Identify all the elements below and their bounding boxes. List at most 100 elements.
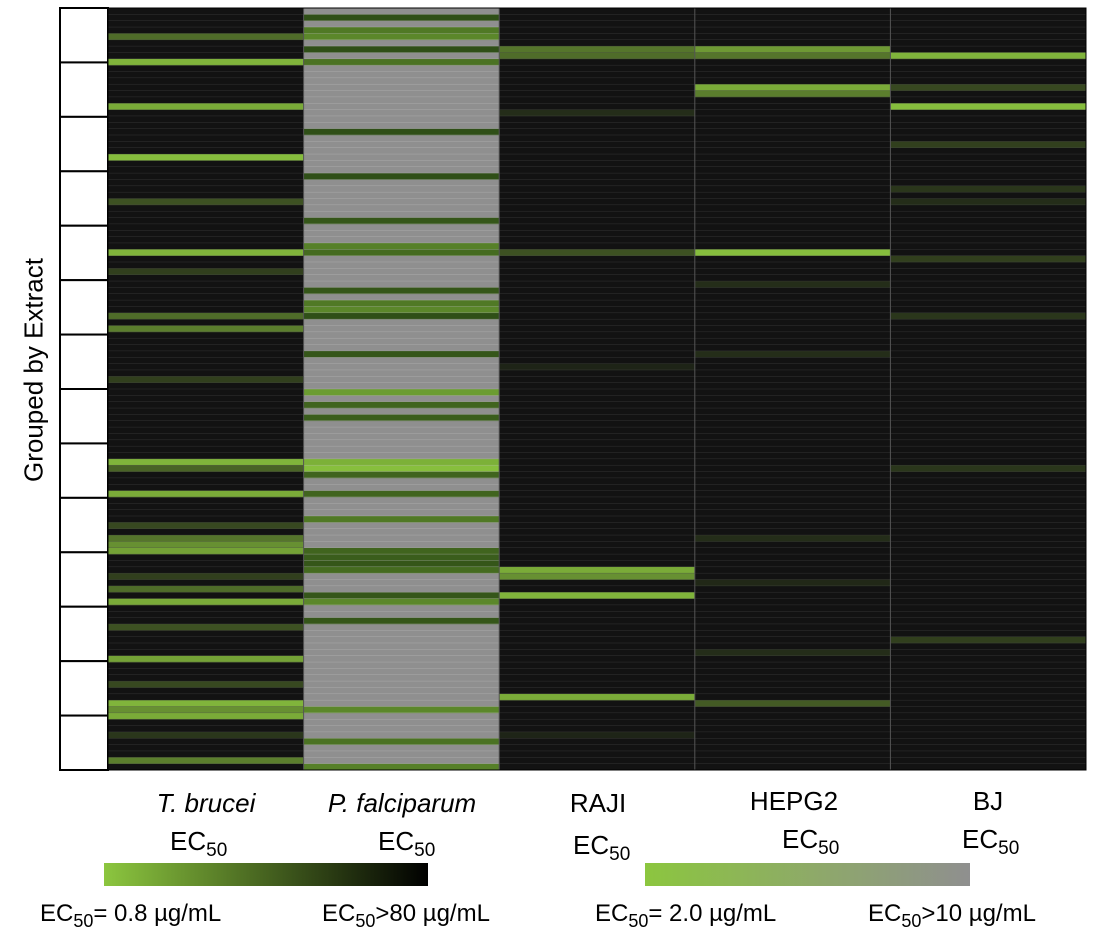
heatmap-cell	[499, 363, 695, 371]
heatmap-cell	[303, 312, 500, 320]
heatmap-cell	[108, 522, 304, 529]
legend-antiparasitic-high-label: EC50>80 µg/mL	[322, 900, 490, 931]
heatmap-cell	[694, 700, 891, 707]
heatmap-cell	[499, 46, 695, 53]
extract-group-box	[59, 224, 109, 282]
heatmap-cell	[890, 465, 1086, 472]
heatmap-cell	[108, 585, 304, 593]
heatmap-cell	[303, 128, 500, 136]
heatmap-cell	[694, 52, 891, 60]
heatmap-cell	[108, 541, 304, 549]
heatmap-cell	[694, 249, 891, 256]
heatmap-cell	[303, 490, 500, 498]
heatmap-cell	[890, 312, 1086, 320]
heatmap-cell	[303, 458, 500, 466]
heatmap-cell	[303, 242, 500, 250]
heatmap-cell	[499, 592, 695, 599]
heatmap-cell	[303, 566, 500, 574]
legend-cytotoxicity-low-label: EC50= 2.0 µg/mL	[595, 900, 777, 931]
heatmap-cell	[108, 490, 304, 498]
extract-group-box	[59, 7, 109, 64]
heatmap-cell	[303, 414, 500, 422]
heatmap-cell	[108, 376, 304, 383]
heatmap-cell	[108, 325, 304, 333]
heatmap-cell	[108, 757, 304, 764]
heatmap-cell	[108, 465, 304, 472]
heatmap-cell	[303, 401, 500, 409]
heatmap-cell	[303, 738, 500, 745]
heatmap-cell	[303, 471, 500, 479]
legend-antiparasitic-low-label: EC50= 0.8 µg/mL	[40, 900, 222, 931]
extract-group-box	[59, 551, 109, 608]
heatmap-cell	[108, 706, 304, 714]
legend-antiparasitic-gradient	[104, 863, 428, 886]
heatmap-cell	[890, 84, 1086, 91]
heatmap-cell	[499, 52, 695, 60]
heatmap-cell	[890, 198, 1086, 206]
extract-group-box	[59, 388, 109, 445]
heatmap-cell	[108, 535, 304, 542]
heatmap-cell	[108, 58, 304, 66]
heatmap-cell	[303, 554, 500, 561]
heatmap-cell	[303, 217, 500, 225]
column-label-t-brucei: T. brucei	[156, 788, 256, 818]
heatmap-cell	[499, 731, 695, 739]
column-ec50-p-falciparum: EC50	[378, 826, 436, 861]
heatmap-cell	[108, 249, 304, 256]
column-ec50-bj: EC50	[962, 824, 1020, 859]
heatmap-cell	[303, 763, 500, 771]
heatmap-cell	[108, 712, 304, 720]
heatmap-cell	[108, 103, 304, 110]
column-label-raji: RAJI	[569, 788, 627, 818]
extract-group-box	[59, 115, 109, 173]
heatmap-cell	[890, 255, 1086, 263]
heatmap-cell	[499, 573, 695, 580]
extract-group-box	[59, 333, 109, 391]
heatmap-cell	[303, 617, 500, 625]
column-ec50-hepg2: EC50	[782, 824, 840, 859]
heatmap-cell	[890, 185, 1086, 193]
heatmap-cell	[694, 46, 891, 53]
column-label-p-falciparum: P. falciparum	[327, 788, 477, 818]
heatmap-cell	[108, 655, 304, 663]
plot-border	[107, 7, 1087, 771]
heatmap-cell	[694, 84, 891, 91]
heatmap-cell	[694, 649, 891, 656]
heatmap-cell	[890, 141, 1086, 148]
heatmap-cell	[108, 458, 304, 466]
heatmap-cell	[303, 598, 500, 606]
heatmap-cell	[303, 706, 500, 714]
heatmap-cell	[694, 579, 891, 587]
heatmap-cell	[303, 306, 500, 314]
heatmap-plot	[59, 7, 1087, 771]
heatmap-cell	[499, 693, 695, 701]
heatmap-cell	[108, 198, 304, 206]
extract-group-box	[59, 605, 109, 663]
heatmap-cell	[303, 592, 500, 599]
heatmap-cell	[303, 560, 500, 568]
heatmap-cell	[499, 109, 695, 117]
heatmap-cell	[108, 33, 304, 41]
heatmap-cell	[303, 14, 500, 21]
heatmap-cell	[499, 566, 695, 574]
heatmap-cell	[303, 27, 500, 34]
heatmap-cell	[108, 623, 304, 631]
y-axis-label: Grouped by Extract	[18, 258, 49, 482]
extract-group-box	[59, 442, 109, 499]
heatmap-cell	[108, 681, 304, 688]
heatmap-cell	[303, 46, 500, 53]
heatmap-cell	[108, 598, 304, 606]
heatmap-cell	[694, 535, 891, 542]
heatmap-cell	[303, 389, 500, 396]
heatmap-cell	[108, 700, 304, 707]
heatmap-cell	[303, 300, 500, 307]
heatmap-cell	[303, 33, 500, 41]
heatmap-cell	[303, 465, 500, 472]
heatmap-cell	[694, 281, 891, 288]
column-ec50-t-brucei: EC50	[170, 826, 228, 861]
heatmap-cell	[890, 52, 1086, 60]
extract-group-box	[59, 170, 109, 227]
heatmap-cell	[108, 573, 304, 580]
heatmap-cell	[303, 287, 500, 295]
extract-group-box	[59, 660, 109, 717]
